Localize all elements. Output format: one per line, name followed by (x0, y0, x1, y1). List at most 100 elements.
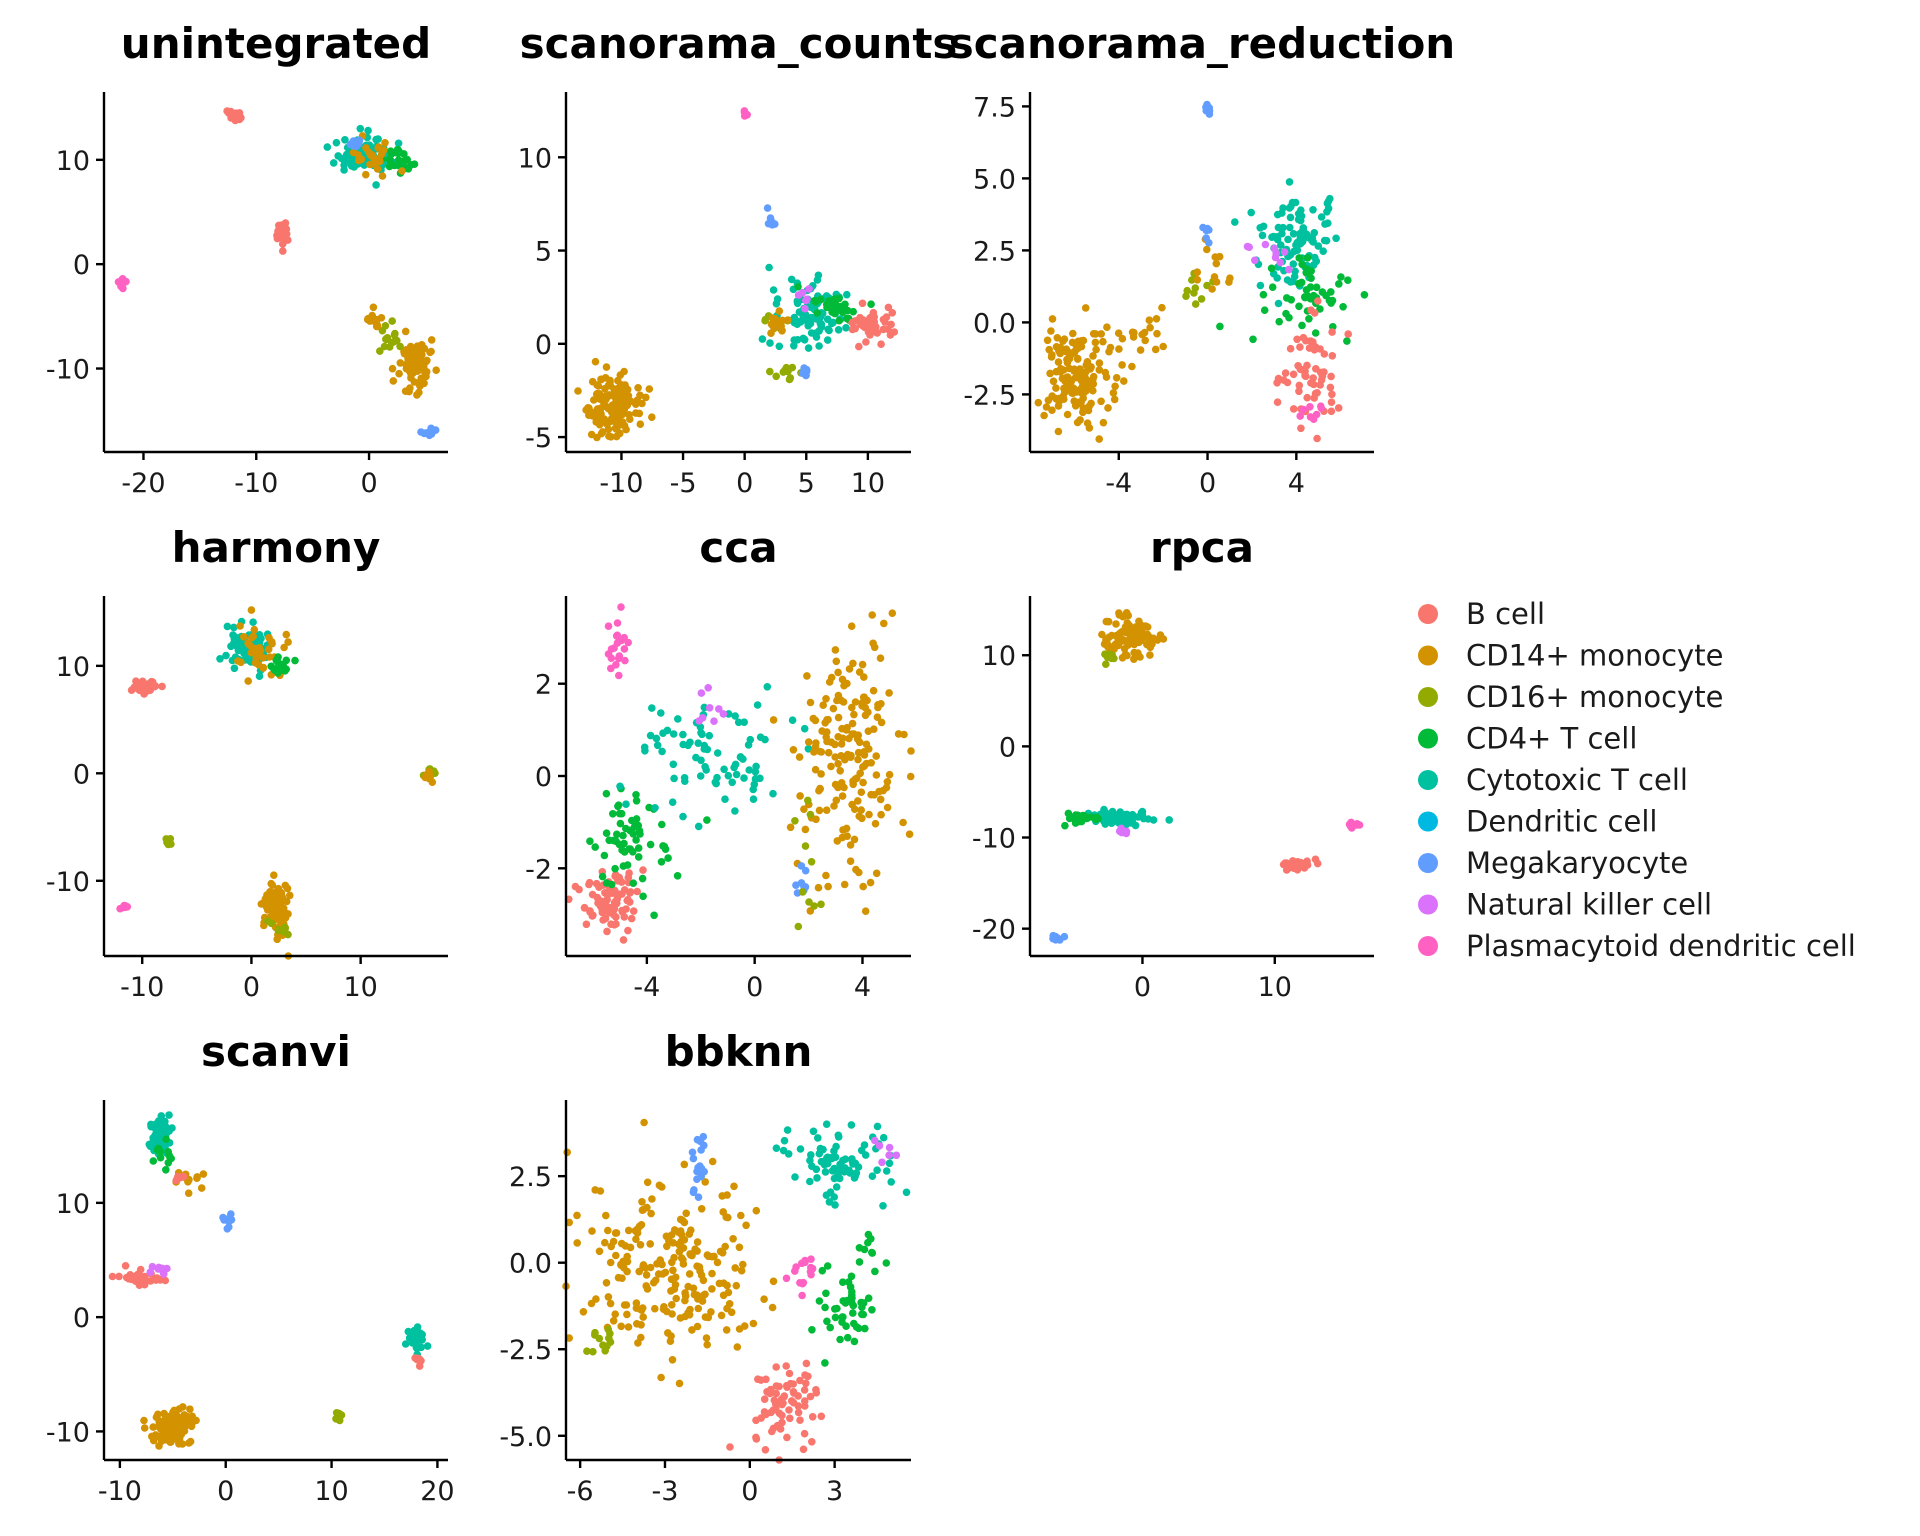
legend-item-dendritic-cell: Dendritic cell (1418, 805, 1657, 839)
point-cd14-monocyte (847, 622, 856, 630)
point-b-cell (796, 1416, 804, 1424)
point-cd4-t-cell (1360, 291, 1369, 299)
point-cd14-monocyte (848, 719, 857, 728)
point-cd14-monocyte (855, 812, 863, 820)
cell-type-legend: B cell CD14+ monocyte CD16+ monocyte CD4+ T… (1418, 597, 1856, 963)
point-cd14-monocyte (861, 711, 870, 720)
point-cd16-monocyte (274, 925, 283, 934)
point-cd14-monocyte (1067, 377, 1075, 386)
point-cytotoxic-t-cell (1273, 274, 1281, 282)
point-cytotoxic-t-cell (711, 778, 720, 787)
point-b-cell (1281, 369, 1290, 377)
point-b-cell (817, 1412, 826, 1421)
point-cd14-monocyte (1105, 347, 1113, 356)
point-b-cell (415, 1362, 424, 1370)
point-cd14-monocyte (396, 359, 405, 367)
point-natural-killer-cell (705, 704, 714, 712)
point-cd14-monocyte (713, 1258, 722, 1267)
point-cd14-monocyte (655, 1181, 664, 1190)
point-b-cell (1328, 328, 1336, 336)
point-cd14-monocyte (796, 792, 804, 800)
point-cd14-monocyte (679, 1260, 688, 1268)
point-cd4-t-cell (282, 656, 291, 665)
point-cytotoxic-t-cell (758, 335, 767, 343)
point-cd14-monocyte (859, 882, 867, 891)
point-cd4-t-cell (1339, 303, 1347, 311)
point-cd4-t-cell (1337, 273, 1345, 281)
point-b-cell (158, 682, 166, 691)
point-b-cell (769, 1424, 778, 1433)
point-cytotoxic-t-cell (669, 730, 678, 738)
point-cytotoxic-t-cell (721, 795, 729, 803)
point-cd4-t-cell (1282, 309, 1290, 318)
point-b-cell (618, 906, 626, 915)
point-cd4-t-cell (164, 1159, 173, 1167)
point-b-cell (1303, 861, 1312, 869)
point-cd14-monocyte (907, 747, 915, 755)
point-cd14-monocyte (1102, 617, 1111, 626)
point-cytotoxic-t-cell (879, 1133, 888, 1142)
point-cytotoxic-t-cell (1288, 198, 1297, 207)
point-cd16-monocyte (801, 842, 810, 850)
panel-bbknn: bbknn -6 -3 0 3 2.5 0.0 -2.5 -5.0 (499, 1027, 911, 1507)
point-cytotoxic-t-cell (821, 1168, 830, 1176)
point-cd4-t-cell (848, 1294, 856, 1302)
point-cd14-monocyte (170, 1406, 178, 1415)
point-b-cell (802, 1359, 811, 1368)
point-cd14-monocyte (1092, 345, 1100, 354)
point-cd4-t-cell (629, 830, 637, 838)
point-natural-killer-cell (1270, 244, 1279, 253)
point-cd4-t-cell (1297, 278, 1306, 287)
point-megakaryocyte (225, 1217, 233, 1226)
point-natural-killer-cell (710, 717, 718, 725)
point-cd4-t-cell (833, 1304, 841, 1313)
point-cd14-monocyte (1095, 366, 1104, 374)
point-b-cell (115, 1272, 123, 1281)
point-cytotoxic-t-cell (168, 1124, 176, 1132)
point-cd16-monocyte (807, 858, 816, 866)
point-cd14-monocyte (658, 1260, 666, 1269)
point-cytotoxic-t-cell (830, 1193, 838, 1201)
point-cd14-monocyte (247, 606, 256, 614)
point-cytotoxic-t-cell (724, 710, 733, 718)
point-megakaryocyte (1203, 100, 1211, 109)
point-cd14-monocyte (1063, 410, 1072, 419)
point-megakaryocyte (694, 1193, 703, 1201)
point-cd4-t-cell (632, 836, 640, 844)
point-b-cell (605, 909, 613, 917)
point-cd4-t-cell (825, 297, 833, 305)
point-cd4-t-cell (1344, 276, 1352, 285)
x-tick-label: -5 (670, 468, 697, 499)
point-b-cell (595, 883, 603, 891)
y-tick-label: 2.5 (509, 1162, 552, 1193)
point-b-cell (806, 1392, 815, 1401)
point-cd16-monocyte (589, 1347, 597, 1356)
point-cytotoxic-t-cell (749, 795, 758, 803)
point-b-cell (611, 872, 619, 880)
point-cd14-monocyte (883, 778, 892, 786)
point-b-cell (639, 866, 647, 874)
point-b-cell (601, 889, 609, 897)
point-b-cell (580, 903, 589, 912)
y-tick-label: 7.5 (973, 92, 1016, 123)
x-tick-label: 0 (1134, 972, 1151, 1003)
point-cd14-monocyte (614, 413, 623, 421)
point-natural-killer-cell (1271, 253, 1280, 262)
point-cd14-monocyte (1040, 411, 1048, 420)
point-cd14-monocyte (708, 1157, 717, 1166)
point-b-cell (1303, 393, 1311, 402)
point-cd16-monocyte (385, 343, 394, 351)
point-cd14-monocyte (389, 377, 398, 385)
point-cd14-monocyte (1211, 253, 1219, 261)
point-cd14-monocyte (680, 1218, 689, 1227)
point-megakaryocyte (689, 1154, 698, 1163)
data-points (574, 107, 899, 442)
point-cd14-monocyte (1115, 345, 1123, 353)
x-tick-label: 0 (741, 1476, 758, 1507)
point-cd14-monocyte (1083, 358, 1092, 366)
point-cd14-monocyte (827, 762, 835, 771)
point-cd14-monocyte (775, 307, 784, 315)
point-cd14-monocyte (185, 1439, 193, 1447)
point-cd4-t-cell (661, 845, 670, 853)
legend-item-cd4-t-cell: CD4+ T cell (1418, 722, 1637, 756)
